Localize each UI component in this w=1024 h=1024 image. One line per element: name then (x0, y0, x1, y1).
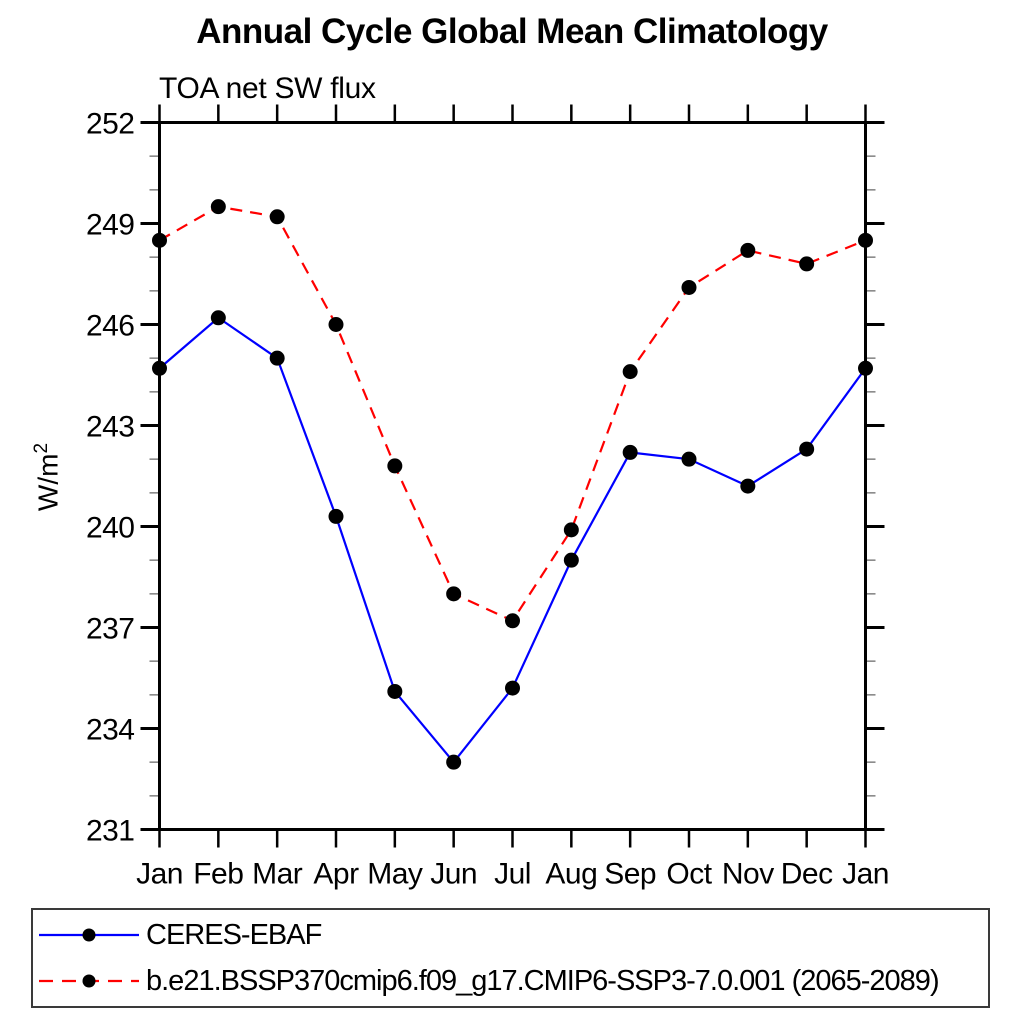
x-tick-label: Oct (666, 858, 712, 891)
series-1-marker (858, 232, 873, 248)
x-tick-label: Nov (722, 858, 774, 891)
series-1-marker (563, 522, 579, 538)
x-tick-label: Dec (781, 858, 833, 891)
y-tick-label: 240 (86, 512, 135, 545)
series-0-marker (387, 683, 403, 699)
series-0-marker (328, 508, 344, 524)
y-tick-label: 231 (86, 815, 135, 848)
legend-line-sample-solid (39, 928, 139, 942)
x-tick-label: May (367, 858, 423, 891)
series-1-marker (622, 364, 638, 380)
legend-entry-model: b.e21.BSSP370cmip6.f09_g17.CMIP6-SSP3-7.… (38, 965, 988, 998)
x-tick-label: Mar (252, 858, 303, 891)
x-tick-label: Aug (545, 858, 597, 891)
legend-label-model: b.e21.BSSP370cmip6.f09_g17.CMIP6-SSP3-7.… (146, 964, 940, 997)
legend-line-sample-dashed (39, 974, 139, 988)
chart-title: Annual Cycle Global Mean Climatology (196, 12, 828, 51)
legend-box: CERES-EBAF b.e21.BSSP370cmip6.f09_g17.CM… (31, 908, 990, 1008)
series-0-marker (563, 552, 579, 568)
axes-frame (158, 121, 867, 831)
series-1-marker (799, 256, 815, 272)
x-tick-label: Jul (494, 858, 531, 891)
series-1-marker (269, 209, 285, 225)
series-0-marker (152, 360, 167, 376)
x-tick-label: Apr (313, 858, 359, 891)
y-tick-label: 234 (86, 714, 135, 747)
y-tick-label: 249 (86, 209, 135, 242)
series-0-marker (269, 350, 285, 366)
x-tick-label: Jun (430, 858, 477, 891)
series-0-marker (681, 451, 697, 467)
series-line-1 (158, 205, 866, 623)
series-0-marker (210, 310, 226, 326)
series-1-marker (446, 586, 462, 602)
series-0-marker (858, 360, 873, 376)
y-tick-label: 246 (86, 310, 135, 343)
series-1-marker (152, 232, 167, 248)
series-0-marker (505, 680, 520, 696)
series-1-marker (740, 242, 756, 258)
x-tick-label: Feb (193, 858, 243, 891)
series-0-marker (799, 441, 815, 457)
y-tick-label: 237 (86, 613, 135, 646)
legend-entry-ceres: CERES-EBAF (38, 919, 988, 952)
y-tick-label: 252 (86, 108, 135, 141)
x-tick-label: Jan (136, 858, 183, 891)
x-tick-label: Sep (604, 858, 656, 891)
legend-marker-dot (82, 974, 96, 988)
chart-subtitle: TOA net SW flux (159, 72, 376, 105)
legend-marker-dot (82, 928, 96, 942)
x-tick-label: Jan (842, 858, 889, 891)
series-0-marker (622, 444, 638, 460)
series-1-marker (681, 279, 697, 295)
series-1-marker (387, 458, 403, 474)
series-0-marker (740, 478, 756, 494)
y-tick-label: 243 (86, 411, 135, 444)
series-1-marker (505, 613, 520, 629)
series-1-marker (328, 317, 344, 332)
legend-label-ceres: CERES-EBAF (146, 918, 322, 951)
series-1-marker (210, 199, 226, 215)
series-0-marker (446, 754, 462, 770)
